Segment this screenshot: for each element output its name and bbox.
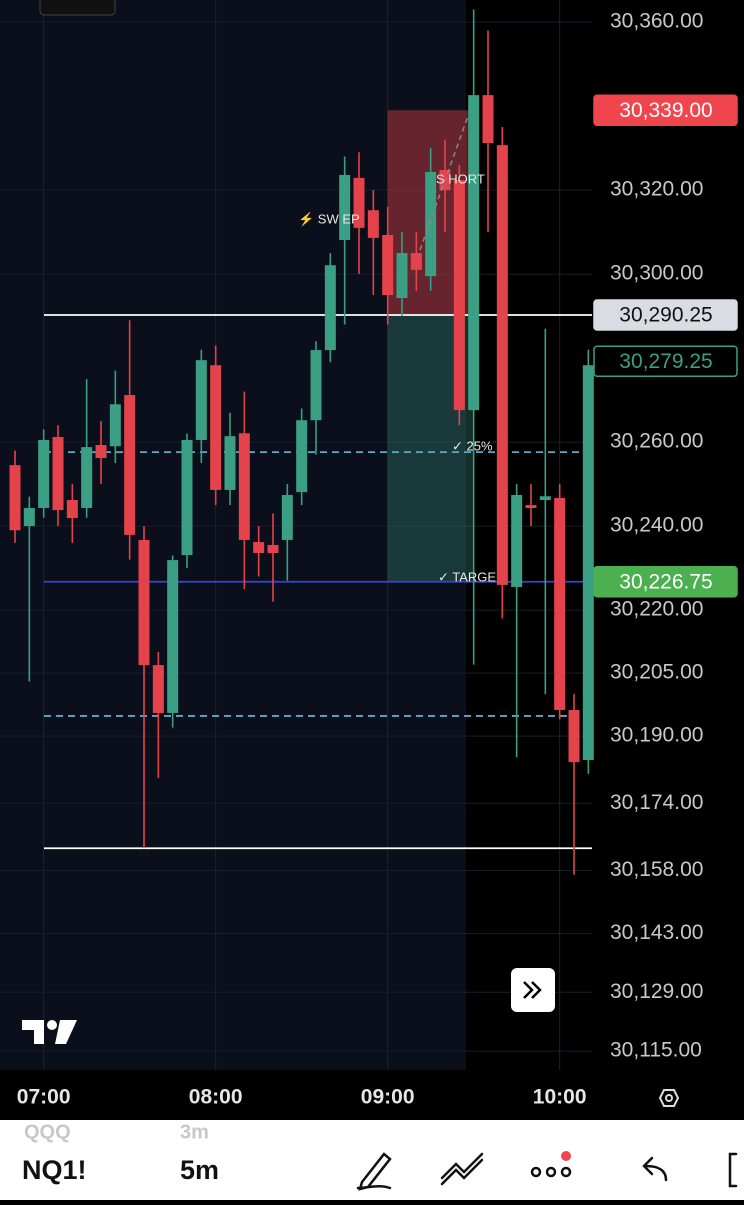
candle-body [210,365,222,490]
candle-body [38,439,50,509]
candle-body [582,365,594,761]
y-tick-label: 30,205.00 [610,661,703,684]
x-tick-label: 07:00 [17,1086,71,1109]
candle-body [453,179,465,411]
annotation: ✓ 25% [452,438,493,453]
price-tag-label: 30,339.00 [619,99,712,122]
candle-body [468,95,480,411]
notification-dot [561,1151,571,1161]
y-tick-label: 30,174.00 [610,791,703,814]
candle-body [367,210,379,238]
candle-body [66,500,78,519]
x-tick-label: 08:00 [189,1086,243,1109]
candle-body [539,496,551,501]
y-tick-label: 30,115.00 [610,1039,702,1062]
candle-body [353,177,365,228]
scroll-icon [523,981,542,999]
candle-body [324,265,336,351]
y-tick-label: 30,320.00 [610,178,703,201]
symbol[interactable]: NQ1! [22,1155,87,1185]
more-icon[interactable] [530,1166,542,1178]
arrow [419,115,469,251]
undo-icon[interactable] [642,1156,668,1182]
draw-icon[interactable] [356,1152,392,1191]
candle-body [267,544,279,553]
price-tag-label: 30,279.25 [619,350,712,373]
candle-body [425,171,437,277]
price-tag-label: 30,290.25 [619,304,712,327]
y-tick-label: 30,220.00 [610,598,703,621]
price-tag-label: 30,226.75 [619,570,712,593]
candle-body [9,465,21,531]
indicator-icon[interactable] [440,1152,484,1186]
candle-body [310,350,322,421]
candle-body [109,404,121,447]
annotation: ✓ TARGE [438,569,496,584]
y-tick-label: 30,129.00 [610,980,703,1003]
price-tag [593,94,738,127]
candle-body [138,539,150,666]
candle-body [511,494,523,587]
candle-body [52,437,64,511]
candle-body [23,508,35,527]
candle-body [167,560,179,713]
candle-body [124,395,136,535]
candle-body [152,665,164,713]
tv-logo [22,1020,77,1044]
prev-symbol: QQQ [24,1121,71,1143]
candle-body [554,497,566,711]
settings-icon[interactable] [658,1089,680,1107]
candle-body [525,505,537,509]
y-tick-label: 30,260.00 [610,430,703,453]
y-tick-label: 30,143.00 [610,921,703,944]
y-tick-label: 30,190.00 [610,724,703,747]
plot: 30,360.00 30,320.00 30,300.00 30,260.00 30,2… [0,0,738,1109]
price-tag [593,345,738,377]
y-tick-label: 30,360.00 [610,10,703,33]
more-icon [545,1166,557,1178]
y-tick-label: 30,300.00 [610,262,703,285]
y-tick-label: 30,240.00 [610,514,703,537]
candle-body [95,445,107,459]
annotation: S HORT [436,171,485,186]
settings-icon-center [665,1094,673,1102]
candle-body [81,447,93,509]
prev-interval: 3m [180,1121,209,1143]
interval-box [39,0,116,16]
fullscreen-icon[interactable] [728,1152,738,1188]
candle-body [224,436,236,490]
candle-body [281,494,293,540]
y-tick-label: 30,158.00 [610,858,703,881]
more-icon [560,1166,572,1178]
candle-body [181,439,193,556]
candle-body [339,174,351,241]
toolbar-icons [356,1152,738,1191]
candle-body [238,433,250,540]
price-tag [593,565,738,598]
candle-body [496,145,508,585]
candle-body [195,360,207,440]
toolbar [0,1120,744,1200]
candle-body [296,420,308,493]
interval[interactable]: 5m [180,1155,219,1185]
candle-body [396,253,408,299]
session-shade [0,0,466,1070]
candle-body [482,95,494,144]
candle-body [253,542,265,553]
annotation: ⚡ SW EP [298,211,360,227]
candle-body [410,253,422,270]
candle-body [382,235,394,296]
candle-body [568,710,580,763]
price-tag [593,299,738,331]
x-tick-label: 09:00 [361,1086,415,1109]
x-tick-label: 10:00 [533,1086,587,1109]
